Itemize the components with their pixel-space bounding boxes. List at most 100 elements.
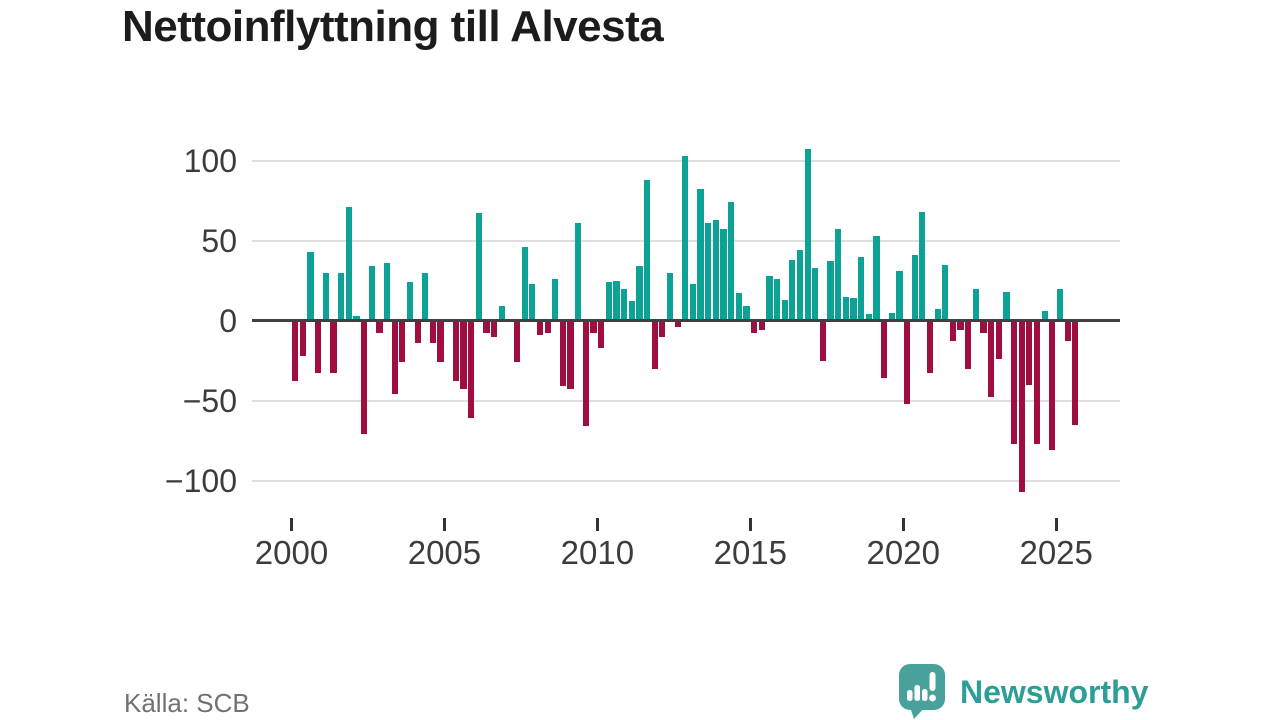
x-axis-tick — [901, 518, 905, 531]
bar — [643, 179, 651, 321]
bar — [789, 259, 796, 321]
bar — [743, 306, 750, 321]
bar — [322, 272, 329, 321]
x-axis-tick — [595, 518, 599, 531]
source-note: Källa: SCB — [124, 688, 250, 718]
bar — [361, 320, 368, 435]
bar — [460, 320, 467, 390]
x-tick-label: 2000 — [254, 534, 329, 571]
bar — [835, 229, 842, 321]
bar — [330, 320, 337, 374]
bar — [773, 278, 781, 321]
bar — [850, 298, 857, 321]
bar — [720, 229, 727, 321]
gridline — [252, 479, 1120, 482]
bar — [536, 320, 544, 335]
bar — [307, 251, 314, 321]
bar — [590, 320, 597, 334]
bar — [429, 320, 437, 343]
bar — [1018, 320, 1025, 492]
bar — [1056, 288, 1064, 321]
bar — [804, 149, 811, 321]
x-tick-label: 2020 — [866, 534, 940, 571]
y-tick-label: 100 — [183, 142, 237, 179]
bar — [942, 264, 949, 321]
bar — [1026, 320, 1033, 385]
bar — [391, 320, 398, 395]
bar — [1003, 291, 1010, 321]
bar — [414, 320, 421, 343]
bar — [1064, 320, 1071, 342]
bar — [689, 283, 697, 321]
bar — [529, 283, 536, 321]
x-axis-tick — [290, 518, 293, 531]
bar — [812, 267, 819, 321]
bar — [621, 288, 628, 321]
bar — [452, 320, 459, 382]
x-axis-tick — [442, 518, 446, 531]
y-tick-label: 50 — [201, 222, 237, 259]
bar — [712, 219, 719, 321]
bar — [934, 309, 941, 321]
bar — [399, 320, 406, 363]
bar — [766, 275, 773, 321]
bar — [995, 320, 1002, 359]
bar — [674, 320, 681, 327]
bar — [949, 320, 957, 342]
bar — [903, 320, 911, 404]
bar — [483, 320, 490, 334]
bar — [521, 246, 528, 321]
bar — [980, 320, 987, 334]
y-tick-label: −100 — [164, 462, 237, 499]
bar — [682, 155, 689, 321]
bar — [368, 266, 375, 321]
bar — [636, 266, 643, 321]
bar — [827, 261, 834, 321]
brand-name: Newsworthy — [960, 674, 1149, 710]
bar — [559, 320, 567, 387]
bar — [896, 270, 903, 321]
bar — [919, 211, 926, 321]
bar — [781, 299, 788, 321]
bar — [299, 320, 307, 356]
bar — [491, 320, 498, 337]
bar — [965, 320, 972, 369]
bar — [651, 320, 658, 369]
gridline — [252, 399, 1120, 402]
bar — [751, 320, 758, 334]
bar — [1041, 310, 1048, 321]
bar — [292, 320, 299, 382]
bar — [666, 272, 674, 321]
bar — [873, 235, 880, 321]
bar — [353, 315, 360, 321]
bar — [735, 293, 742, 321]
bar — [376, 320, 383, 334]
bar — [819, 320, 827, 361]
bar — [498, 306, 505, 321]
bar — [972, 288, 979, 321]
bar — [988, 320, 995, 398]
x-tick-label: 2010 — [560, 534, 635, 571]
bar — [1033, 320, 1041, 444]
bar — [605, 282, 612, 321]
bar — [842, 296, 849, 321]
bar — [437, 320, 444, 363]
bar — [544, 320, 551, 334]
bar — [315, 320, 322, 374]
page-title: Nettoinflyttning till Alvesta — [122, 2, 664, 51]
bar — [598, 320, 605, 348]
bar — [911, 254, 918, 321]
bar — [926, 320, 934, 374]
bar — [728, 202, 735, 321]
bar — [475, 213, 482, 321]
y-tick-label: 0 — [219, 302, 237, 339]
bar — [888, 312, 895, 321]
bar — [796, 250, 804, 321]
bar — [345, 206, 352, 321]
x-axis-tick — [1054, 518, 1058, 531]
bar — [513, 320, 521, 363]
newsworthy-bubble-chart-icon — [899, 664, 945, 719]
bar — [881, 320, 888, 379]
bar — [758, 320, 765, 331]
